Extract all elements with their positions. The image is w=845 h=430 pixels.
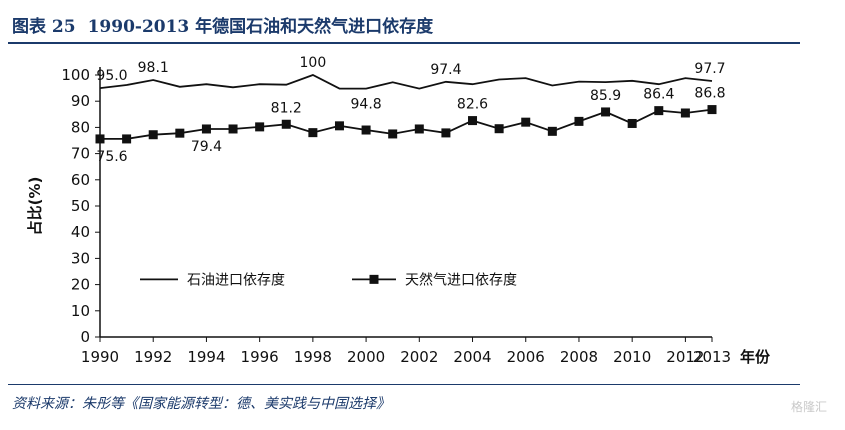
figure-title: 图表 25 1990-2013 年德国石油和天然气进口依存度 [12,12,445,37]
data-label: 95.0 [96,68,127,84]
line-chart: 0 10 20 30 40 50 60 70 80 90 100 1990 1992 1994 1996 19… [26,55,771,366]
series-point-2 [414,124,424,134]
series-point-2 [308,128,318,138]
series-point-2 [601,107,611,117]
data-label: 81.2 [271,100,302,116]
data-label: 100 [300,55,327,71]
figure-label: 图表 25 [12,17,76,37]
y-tick-label: 80 [71,118,90,136]
x-tick-label: 1998 [294,348,332,366]
series-point-2 [441,128,451,138]
series-point-2 [361,125,371,135]
y-tick-label: 50 [71,197,90,215]
series-point-2 [654,106,664,116]
data-label: 86.8 [694,86,725,102]
y-tick-label: 30 [71,249,90,267]
x-tick-label: 2004 [453,348,491,366]
data-label: 97.4 [430,62,461,78]
chart-series [95,74,717,144]
y-tick-label: 90 [71,92,90,110]
data-label: 94.8 [351,97,382,113]
x-tick-label: 2002 [400,348,438,366]
series-point-2 [494,124,504,134]
series-point-2 [95,134,105,144]
series-point-2 [388,129,398,139]
figure-title-text: 1990-2013 年德国石油和天然气进口依存度 [87,17,434,37]
series-point-2 [281,119,291,129]
chart-legend: 石油进口依存度 天然气进口依存度 [140,271,517,288]
chart-axes: 0 10 20 30 40 50 60 70 80 90 100 1990 1992 1994 1996 19… [26,66,771,366]
data-label: 79.4 [191,139,222,155]
y-tick-label: 10 [71,302,90,320]
x-tick-label: 1992 [134,348,172,366]
data-label: 86.4 [643,87,674,103]
x-tick-label: 1996 [241,348,279,366]
x-tick-label: 2013 [693,348,731,366]
x-tick-label: 2006 [507,348,545,366]
x-tick-label: 2008 [560,348,598,366]
x-tick-label: 1990 [81,348,119,366]
y-tick-label: 40 [71,223,90,241]
chart-data-labels: 95.0 98.1 100 94.8 97.4 97.7 75.6 79.4 81.2 82.6 8… [96,55,725,165]
series-point-2 [255,122,265,132]
y-tick-label: 20 [71,276,90,294]
data-label: 82.6 [457,97,488,113]
data-label: 75.6 [96,149,127,165]
data-label: 85.9 [590,88,621,104]
series-line-2 [100,108,713,140]
data-label: 97.7 [694,61,725,77]
series-line-1 [99,74,713,90]
data-label: 98.1 [138,60,169,76]
series-point-2 [175,128,185,138]
series-point-2 [521,117,531,127]
legend-label-oil: 石油进口依存度 [187,272,285,288]
y-tick-label: 100 [61,66,90,84]
series-point-2 [122,134,132,144]
y-axis-title: 占比(%) [26,177,44,236]
source-note: 资料来源：朱彤等《国家能源转型：德、美实践与中国选择》 [12,396,390,412]
y-tick-label: 0 [80,328,90,346]
series-point-2 [228,124,238,134]
legend-label-gas: 天然气进口依存度 [405,271,517,288]
source-divider [8,384,800,385]
series-point-2 [547,126,557,136]
series-point-2 [627,118,637,128]
x-tick-label: 2012 [666,348,704,366]
x-tick-label: 2010 [613,348,651,366]
series-point-2 [707,105,717,115]
x-tick-label: 2000 [347,348,385,366]
series-point-2 [148,130,158,140]
series-point-2 [468,116,478,126]
series-point-2 [334,121,344,131]
watermark-text: 格隆汇 [790,400,827,414]
y-tick-label: 70 [71,145,90,163]
title-divider [8,42,800,44]
series-point-2 [574,116,584,126]
series-point-2 [680,108,690,118]
y-tick-label: 60 [71,171,90,189]
legend-marker-gas [369,274,379,284]
x-axis-title: 年份 [740,348,771,366]
series-point-2 [201,124,211,134]
x-tick-label: 1994 [187,348,225,366]
